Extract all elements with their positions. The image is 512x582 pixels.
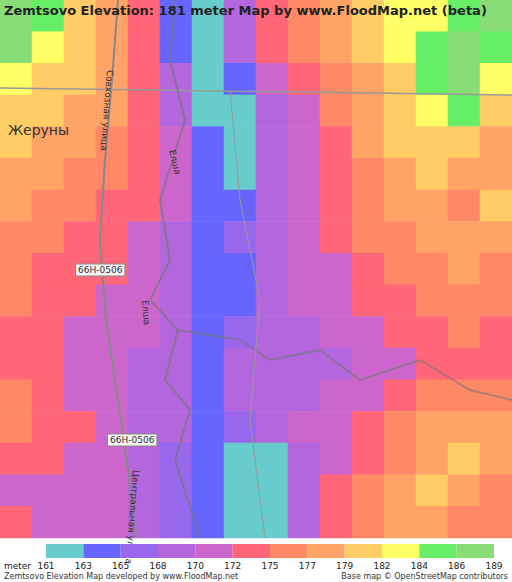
svg-text:182: 182: [373, 561, 390, 571]
svg-text:66Н-0506: 66Н-0506: [78, 265, 123, 275]
svg-text:177: 177: [299, 561, 316, 571]
svg-text:186: 186: [448, 561, 465, 571]
svg-text:66Н-0506: 66Н-0506: [110, 435, 155, 445]
svg-text:189: 189: [485, 561, 502, 571]
svg-text:Zemtsovo Elevation Map develop: Zemtsovo Elevation Map developed by www.…: [4, 572, 238, 581]
svg-text:168: 168: [149, 561, 166, 571]
svg-text:161: 161: [37, 561, 54, 571]
svg-text:163: 163: [75, 561, 92, 571]
svg-text:175: 175: [261, 561, 278, 571]
svg-text:Совхозная улица: Совхозная улица: [99, 70, 115, 152]
svg-text:Елша: Елша: [167, 149, 183, 176]
svg-text:Центральная улица: Центральная улица: [123, 469, 141, 565]
svg-text:meter: meter: [4, 561, 31, 571]
svg-text:184: 184: [411, 561, 428, 571]
svg-text:Base map © OpenStreetMap contr: Base map © OpenStreetMap contributors: [341, 572, 508, 581]
svg-text:Zemtsovo Elevation: 181 meter: Zemtsovo Elevation: 181 meter Map by www…: [4, 3, 487, 18]
svg-text:170: 170: [187, 561, 204, 571]
svg-text:172: 172: [224, 561, 241, 571]
svg-text:179: 179: [336, 561, 353, 571]
svg-text:Жеруны: Жеруны: [8, 122, 69, 138]
svg-text:Елша: Елша: [140, 300, 152, 326]
svg-text:165: 165: [112, 561, 129, 571]
